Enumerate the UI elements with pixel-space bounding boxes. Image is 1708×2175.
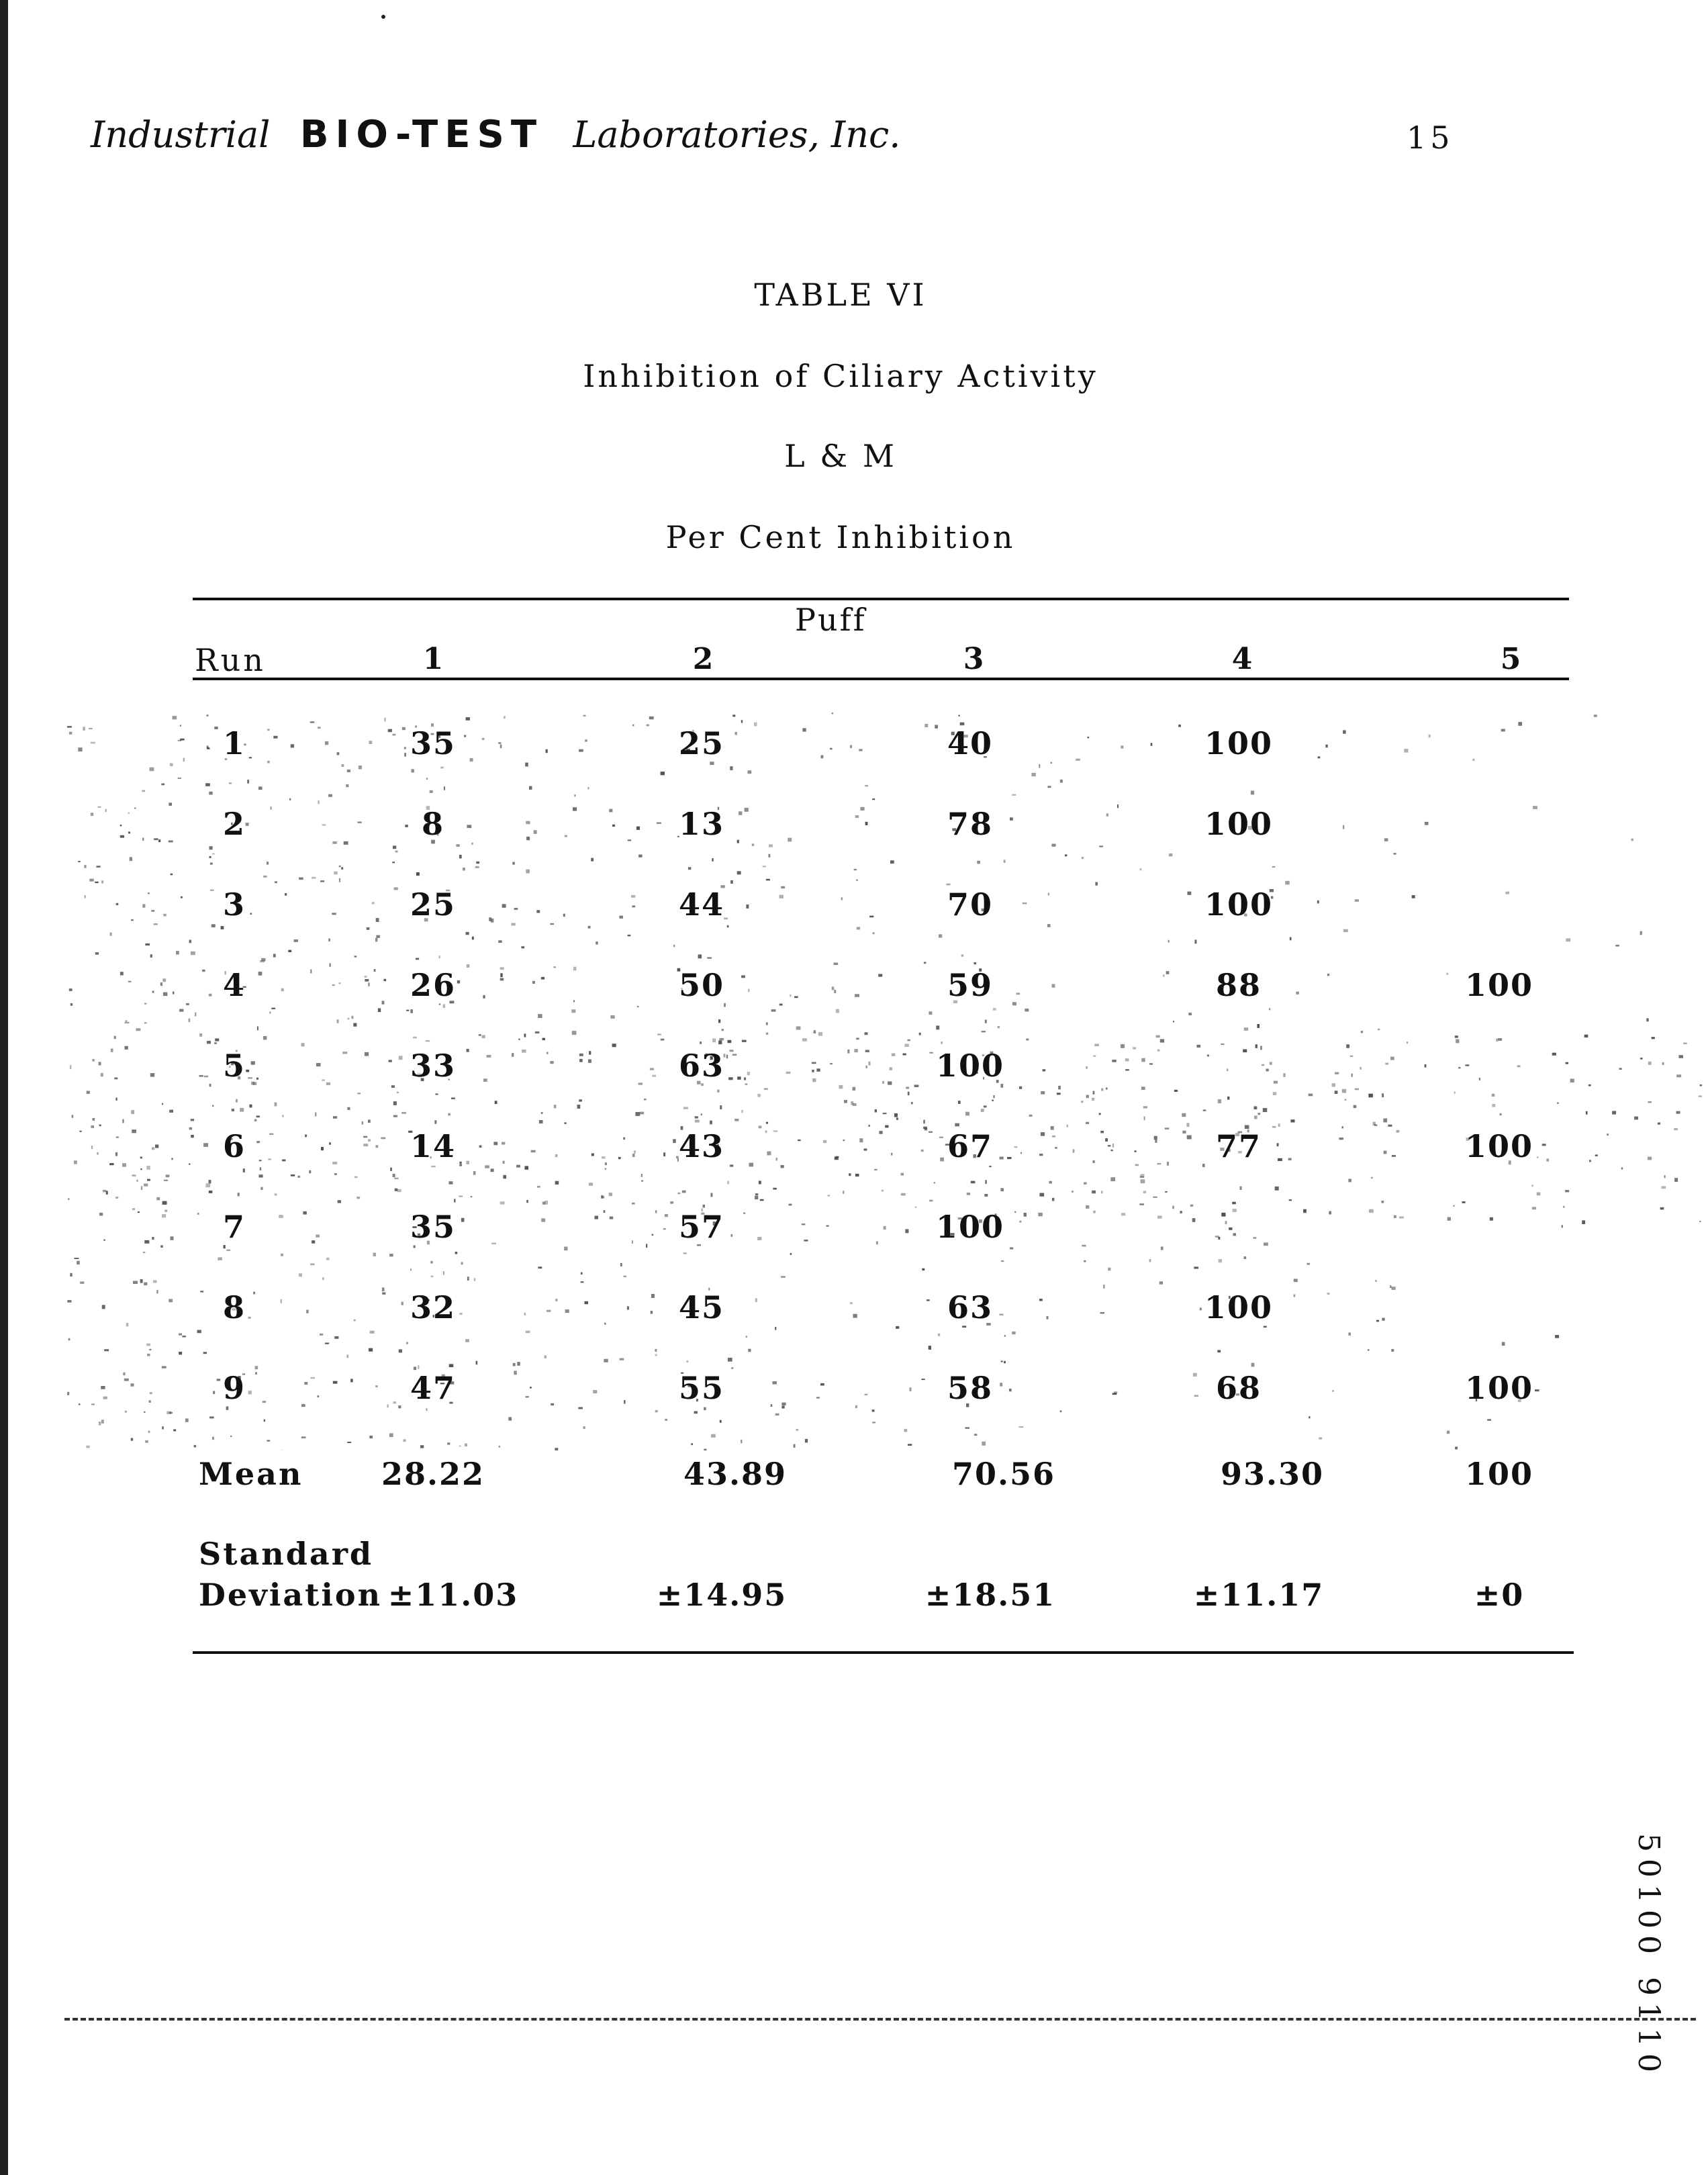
inhibition-value: 25 — [678, 725, 724, 761]
puff-column-header: 1 — [422, 642, 444, 676]
inhibition-value: 45 — [678, 1289, 724, 1326]
inhibition-value: 33 — [410, 1048, 456, 1084]
page-bottom-dash — [64, 2018, 1696, 2021]
mean-value: 93.30 — [1220, 1456, 1325, 1492]
scan-noise — [67, 712, 1703, 1450]
inhibition-value: 13 — [678, 806, 724, 842]
std-dev-label-line1: Standard — [199, 1536, 374, 1572]
inhibition-value: 32 — [410, 1289, 456, 1326]
run-number: 6 — [222, 1128, 244, 1164]
std-dev-value: ±11.17 — [1193, 1577, 1325, 1613]
puff-group-header: Puff — [795, 602, 867, 638]
inhibition-value: 55 — [678, 1370, 724, 1406]
letterhead-prefix: Industrial — [91, 113, 271, 156]
puff-column-header: 2 — [692, 642, 714, 676]
run-column-header: Run — [195, 642, 266, 678]
inhibition-value: 88 — [1215, 967, 1262, 1003]
letterhead: Industrial BIO-TEST Laboratories, Inc. — [91, 111, 900, 156]
inhibition-value: 70 — [947, 886, 993, 923]
run-number: 3 — [222, 886, 244, 923]
page-number: 15 — [1407, 120, 1454, 156]
scan-edge — [0, 0, 8, 2175]
inhibition-value: 100 — [935, 1209, 1005, 1245]
table-subject: L & M — [784, 438, 897, 474]
run-number: 1 — [222, 725, 244, 761]
run-number: 7 — [222, 1209, 244, 1245]
std-dev-value: ±0 — [1474, 1577, 1525, 1613]
inhibition-value: 14 — [410, 1128, 456, 1164]
table-bottom-rule — [193, 1651, 1574, 1654]
letterhead-brand: BIO-TEST — [299, 113, 544, 156]
inhibition-value: 100 — [1204, 725, 1274, 761]
mean-value: 43.89 — [683, 1456, 788, 1492]
inhibition-value: 26 — [410, 967, 456, 1003]
letterhead-suffix: Laboratories, Inc. — [573, 113, 901, 156]
inhibition-value: 35 — [410, 1209, 456, 1245]
run-number: 4 — [222, 967, 244, 1003]
inhibition-value: 57 — [678, 1209, 724, 1245]
inhibition-value: 67 — [947, 1128, 993, 1164]
puff-column-header: 3 — [963, 642, 984, 676]
inhibition-value: 100 — [1464, 1128, 1534, 1164]
std-dev-value: ±11.03 — [387, 1577, 519, 1613]
mean-value: 28.22 — [381, 1456, 485, 1492]
run-number: 2 — [222, 806, 244, 842]
inhibition-value: 77 — [1215, 1128, 1262, 1164]
inhibition-value: 68 — [1215, 1370, 1262, 1406]
table-label: TABLE VI — [754, 277, 927, 313]
inhibition-value: 59 — [947, 967, 993, 1003]
run-number: 9 — [222, 1370, 244, 1406]
std-dev-label-line2: Deviation — [199, 1577, 383, 1613]
inhibition-value: 100 — [1464, 967, 1534, 1003]
document-id-stamp: 50100 9110 — [1631, 1833, 1666, 2079]
inhibition-value: 8 — [421, 806, 444, 842]
std-dev-value: ±18.51 — [924, 1577, 1056, 1613]
table-measure: Per Cent Inhibition — [665, 519, 1016, 555]
inhibition-value: 35 — [410, 725, 456, 761]
inhibition-value: 63 — [678, 1048, 724, 1084]
std-dev-value: ±14.95 — [656, 1577, 788, 1613]
inhibition-value: 100 — [1464, 1370, 1534, 1406]
inhibition-value: 100 — [1204, 1289, 1274, 1326]
inhibition-value: 100 — [1204, 886, 1274, 923]
table-title: Inhibition of Ciliary Activity — [583, 358, 1098, 394]
inhibition-value: 47 — [410, 1370, 456, 1406]
inhibition-value: 100 — [1204, 806, 1274, 842]
inhibition-value: 44 — [678, 886, 724, 923]
scan-speck — [381, 15, 385, 19]
header-rule — [193, 678, 1569, 680]
mean-value: 100 — [1464, 1456, 1534, 1492]
inhibition-value: 50 — [678, 967, 724, 1003]
mean-value: 70.56 — [951, 1456, 1056, 1492]
run-number: 8 — [222, 1289, 244, 1326]
inhibition-value: 40 — [947, 725, 993, 761]
puff-column-header: 5 — [1500, 642, 1521, 676]
inhibition-value: 100 — [935, 1048, 1005, 1084]
inhibition-value: 78 — [947, 806, 993, 842]
inhibition-value: 25 — [410, 886, 456, 923]
inhibition-value: 58 — [947, 1370, 993, 1406]
mean-label: Mean — [199, 1456, 303, 1492]
run-number: 5 — [222, 1048, 244, 1084]
inhibition-value: 43 — [678, 1128, 724, 1164]
table-top-rule — [193, 598, 1569, 600]
inhibition-value: 63 — [947, 1289, 993, 1326]
puff-column-header: 4 — [1231, 642, 1253, 676]
